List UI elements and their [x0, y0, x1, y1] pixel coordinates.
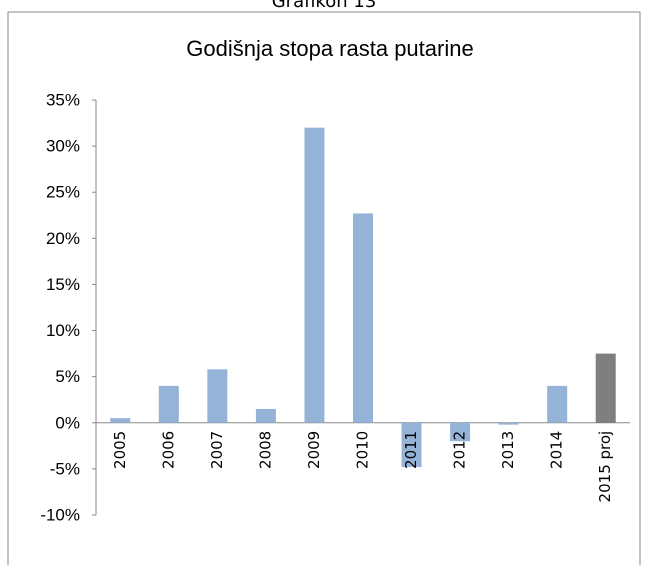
x-tick-label: 2009: [305, 431, 323, 469]
y-tick-label: 20%: [46, 229, 80, 248]
x-tick-label: 2015 proj: [596, 431, 614, 503]
bar: [401, 422, 422, 468]
bar: [304, 127, 325, 423]
y-tick-label: 15%: [46, 275, 80, 294]
y-tick-label: 35%: [46, 90, 80, 109]
x-tick-label: 2011: [402, 431, 420, 469]
bar: [207, 369, 228, 423]
y-tick-label: 30%: [46, 137, 80, 156]
bar: [158, 385, 179, 423]
y-tick-label: -5%: [50, 459, 80, 478]
bar: [353, 213, 373, 423]
heading: Grafikon 13: [272, 0, 377, 12]
chart-title: Godišnja stopa rasta putarine: [186, 36, 473, 61]
x-tick-label: 2006: [159, 431, 177, 469]
y-tick-label: 10%: [46, 321, 80, 340]
y-tick-label: -10%: [40, 505, 80, 524]
x-tick-label: 2005: [111, 431, 129, 469]
x-tick-label: 2008: [256, 431, 274, 469]
x-tick-label: 2007: [208, 431, 226, 469]
x-tick-label: 2014: [548, 431, 566, 469]
x-tick-label: 2010: [354, 431, 372, 469]
bar: [450, 422, 471, 442]
y-tick-label: 0%: [55, 413, 80, 432]
bar: [255, 408, 276, 423]
bar: [547, 385, 568, 423]
bar: [110, 418, 131, 423]
x-tick-label: 2013: [499, 431, 517, 469]
bar: [595, 353, 616, 423]
x-tick-label: 2012: [451, 431, 469, 469]
y-tick-label: 25%: [46, 183, 80, 202]
y-tick-label: 5%: [55, 367, 80, 386]
bar: [498, 422, 519, 425]
